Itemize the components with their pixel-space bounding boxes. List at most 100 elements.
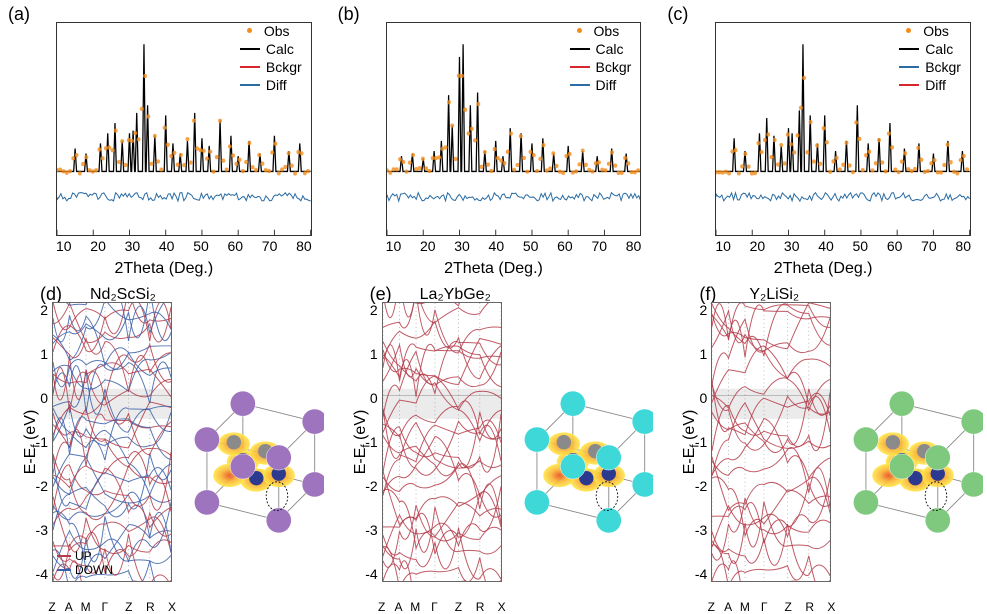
kpath-label: Z [378, 600, 385, 614]
panel-e: (e) La₂YbGe₂ E-Ef (eV) 210-1-2-3-4 ZAMΓZ… [330, 282, 658, 602]
band-svg-e [383, 303, 501, 581]
xtick-label: 50 [523, 238, 539, 254]
legend-diff: Diff [570, 76, 632, 93]
panel-f: (f) Y₂LiSi₂ E-Ef (eV) 210-1-2-3-4 ZAMΓZR… [659, 282, 987, 602]
legend-calc: Calc [899, 40, 961, 57]
ytick-label: -3 [693, 522, 707, 538]
structure-svg-e [510, 372, 654, 552]
xtick-label: 30 [125, 238, 141, 254]
legend-up-label: UP [75, 549, 92, 563]
kpath-label: X [498, 600, 506, 614]
xtick-label: 50 [193, 238, 209, 254]
kpath-label: R [476, 600, 485, 614]
panel-a: (a) Nd₂ScSi₂ Intensity (arb. unit) Obs C… [0, 0, 328, 280]
ytick-label: -4 [364, 566, 378, 582]
legend-calc: Calc [570, 40, 632, 57]
panel-c-label: (c) [667, 4, 688, 25]
legend-calc: Calc [240, 40, 302, 57]
kpath-label: R [146, 600, 155, 614]
xtick-label: 30 [784, 238, 800, 254]
panel-d: (d) Nd₂ScSi₂ E-Ef (eV) 210-1-2-3-4 UP DO… [0, 282, 328, 602]
calc-line-icon [240, 48, 260, 50]
ytick-label: 0 [34, 390, 48, 406]
kpath-label: M [410, 600, 420, 614]
bckgr-line-icon [899, 66, 919, 68]
legend-diff-label: Diff [266, 77, 287, 93]
xrd-legend-b: Obs Calc Bckgr Diff [570, 22, 632, 93]
band-svg-f [712, 303, 830, 581]
ytick-label: -4 [34, 566, 48, 582]
band-plot-e [382, 302, 502, 582]
kpath-label: A [65, 600, 73, 614]
xtick-label: 40 [159, 238, 175, 254]
obs-marker-icon [899, 29, 917, 33]
band-svg-d [53, 303, 171, 581]
xtick-label: 10 [56, 238, 72, 254]
kpath-label: Z [48, 600, 55, 614]
legend-obs-label: Obs [594, 23, 620, 39]
xrd-x-label-a: 2Theta (Deg.) [114, 260, 213, 278]
legend-bckgr-label: Bckgr [925, 59, 961, 75]
legend-diff-label: Diff [925, 77, 946, 93]
figure-grid: (a) Nd₂ScSi₂ Intensity (arb. unit) Obs C… [0, 0, 987, 602]
diff-line-icon [570, 84, 590, 86]
xtick-label: 70 [921, 238, 937, 254]
xtick-label: 80 [296, 238, 312, 254]
ytick-label: 2 [34, 302, 48, 318]
xrd-x-label-c: 2Theta (Deg.) [774, 260, 873, 278]
xrd-legend-c: Obs Calc Bckgr Diff [899, 22, 961, 93]
xtick-label: 10 [386, 238, 402, 254]
panel-a-label: (a) [8, 4, 30, 25]
ytick-label: 0 [364, 390, 378, 406]
legend-bckgr: Bckgr [240, 58, 302, 75]
legend-obs-label: Obs [264, 23, 290, 39]
ytick-label: 1 [364, 346, 378, 362]
xrd-xticks-b: 1020304050607080 [386, 238, 642, 254]
legend-spin-d: UP DOWN [57, 549, 113, 577]
xrd-x-label-b: 2Theta (Deg.) [444, 260, 543, 278]
kpath-label: Γ [431, 600, 438, 614]
xtick-label: 20 [90, 238, 106, 254]
ytick-label: -1 [693, 434, 707, 450]
ytick-label: -3 [34, 522, 48, 538]
panel-b: (b) La₂YbGe₂ Intensity (arb. unit) Obs C… [330, 0, 658, 280]
ytick-label: -1 [364, 434, 378, 450]
ytick-label: 1 [34, 346, 48, 362]
diff-line-icon [899, 84, 919, 86]
legend-diff: Diff [899, 76, 961, 93]
xtick-label: 60 [227, 238, 243, 254]
ytick-label: -2 [364, 478, 378, 494]
calc-line-icon [570, 48, 590, 50]
xrd-legend-a: Obs Calc Bckgr Diff [240, 22, 302, 93]
structure-svg-d [180, 372, 324, 552]
structure-svg-f [839, 372, 983, 552]
xtick-label: 80 [955, 238, 971, 254]
structure-d [180, 372, 324, 552]
kpath-label: M [740, 600, 750, 614]
kpath-label: X [827, 600, 835, 614]
down-line-icon [57, 569, 71, 571]
band-plot-d: UP DOWN [52, 302, 172, 582]
ytick-label: -2 [34, 478, 48, 494]
panel-c: (c) Y₂LiSi₂ Intensity (arb. unit) Obs Ca… [659, 0, 987, 280]
ytick-label: 2 [364, 302, 378, 318]
structure-f [839, 372, 983, 552]
ytick-label: 0 [693, 390, 707, 406]
ytick-label: -1 [34, 434, 48, 450]
legend-bckgr-label: Bckgr [266, 59, 302, 75]
bckgr-line-icon [240, 66, 260, 68]
kpath-label: Γ [761, 600, 768, 614]
legend-obs: Obs [240, 22, 302, 39]
xrd-xticks-c: 1020304050607080 [715, 238, 971, 254]
kpath-label: Z [125, 600, 132, 614]
legend-calc-label: Calc [266, 41, 294, 57]
kpath-label: Γ [101, 600, 108, 614]
band-yticks-f: 210-1-2-3-4 [693, 302, 707, 582]
legend-bckgr-label: Bckgr [596, 59, 632, 75]
xtick-label: 20 [750, 238, 766, 254]
kpath-label: Z [455, 600, 462, 614]
xtick-label: 80 [626, 238, 642, 254]
kpath-label: A [724, 600, 732, 614]
xtick-label: 40 [489, 238, 505, 254]
kpath-label: X [168, 600, 176, 614]
